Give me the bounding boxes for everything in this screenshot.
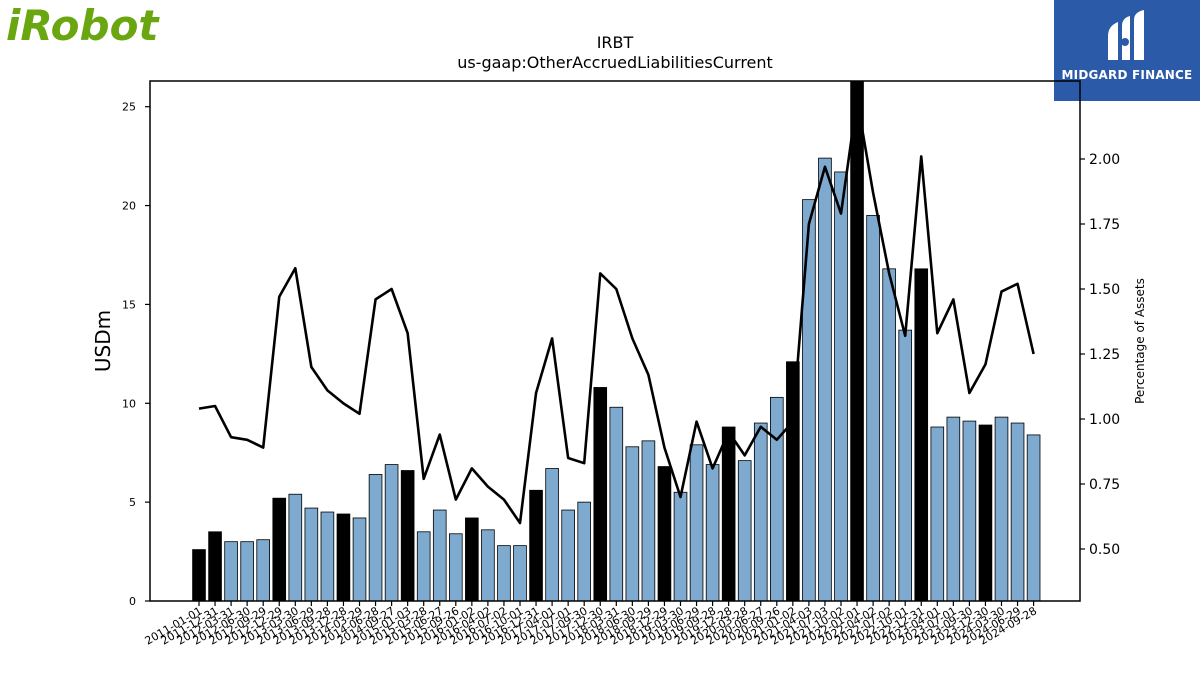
- y-tick-label: 0: [129, 595, 136, 608]
- bar: [400, 470, 415, 602]
- irobot-logo: iRobot: [4, 1, 174, 50]
- y2-tick-label: 0.75: [1089, 477, 1120, 493]
- bar: [882, 268, 896, 602]
- midgard-mark-icon: [1108, 10, 1144, 60]
- percentage-line: [198, 97, 1035, 525]
- y-tick-label: 5: [129, 496, 136, 509]
- bars-layer: [192, 80, 1041, 602]
- bar: [336, 513, 351, 602]
- bar: [465, 517, 479, 602]
- bar: [641, 440, 656, 602]
- y2-tick-label: 1.00: [1089, 412, 1120, 428]
- axes-layer: 05101520250.500.751.001.251.501.752.0020…: [122, 80, 1120, 648]
- y2-tick-label: 0.50: [1089, 542, 1120, 558]
- bar: [850, 80, 864, 602]
- y-axis-label: USDm: [91, 310, 115, 372]
- midgard-finance-logo: MIDGARD FINANCE: [1054, 0, 1200, 101]
- bar: [786, 361, 800, 602]
- y2-tick-label: 2.00: [1089, 152, 1120, 168]
- bar: [384, 464, 399, 602]
- bar: [753, 422, 768, 602]
- bar: [1026, 434, 1041, 602]
- bar: [737, 460, 752, 602]
- bar: [416, 531, 431, 602]
- bar: [320, 511, 335, 602]
- line-layer: [198, 97, 1035, 525]
- y-tick-label: 15: [122, 298, 136, 311]
- bar: [898, 329, 912, 602]
- bar: [978, 424, 993, 602]
- bar: [818, 157, 832, 602]
- bar: [689, 444, 704, 602]
- bar: [368, 474, 383, 602]
- irobot-logo-text: iRobot: [6, 2, 160, 46]
- bar: [1010, 422, 1025, 602]
- bar: [561, 509, 575, 602]
- bar: [256, 539, 270, 602]
- y2-tick-label: 1.75: [1089, 217, 1120, 233]
- bar: [240, 541, 254, 602]
- bar: [930, 426, 945, 602]
- bar: [448, 533, 463, 602]
- bar: [625, 446, 640, 602]
- y2-tick-label: 1.50: [1089, 282, 1120, 298]
- bar: [577, 501, 591, 602]
- bar: [224, 541, 238, 602]
- bar: [802, 199, 816, 602]
- bar: [673, 491, 688, 602]
- midgard-logo-text: MIDGARD FINANCE: [1061, 68, 1193, 82]
- y-tick-label: 25: [122, 101, 136, 114]
- bar: [866, 215, 880, 602]
- bar: [529, 489, 543, 602]
- bar: [593, 387, 608, 602]
- bar: [192, 549, 206, 602]
- chart-title: IRBT: [597, 33, 634, 52]
- bar: [545, 468, 559, 602]
- y2-axis-label: Percentage of Assets: [1133, 278, 1147, 404]
- bar: [513, 545, 527, 602]
- bar: [721, 426, 736, 602]
- y-tick-label: 10: [122, 397, 136, 410]
- bar: [208, 531, 222, 602]
- bar: [304, 507, 319, 602]
- bar: [914, 268, 929, 602]
- bar: [834, 171, 848, 602]
- y2-tick-label: 1.25: [1089, 347, 1120, 363]
- bar: [705, 464, 720, 602]
- bar: [352, 517, 367, 602]
- bar: [288, 493, 303, 602]
- bar: [497, 545, 511, 602]
- bar: [272, 497, 287, 602]
- bar: [994, 416, 1009, 602]
- bar: [432, 509, 447, 602]
- bar: [609, 406, 624, 602]
- bar: [481, 529, 495, 602]
- bar: [946, 416, 961, 602]
- bar: [962, 420, 977, 602]
- plot-frame: [149, 80, 1081, 602]
- y-tick-label: 20: [122, 200, 136, 213]
- chart-subtitle: us-gaap:OtherAccruedLiabilitiesCurrent: [457, 53, 773, 72]
- bar: [657, 466, 672, 602]
- bar: [770, 396, 784, 602]
